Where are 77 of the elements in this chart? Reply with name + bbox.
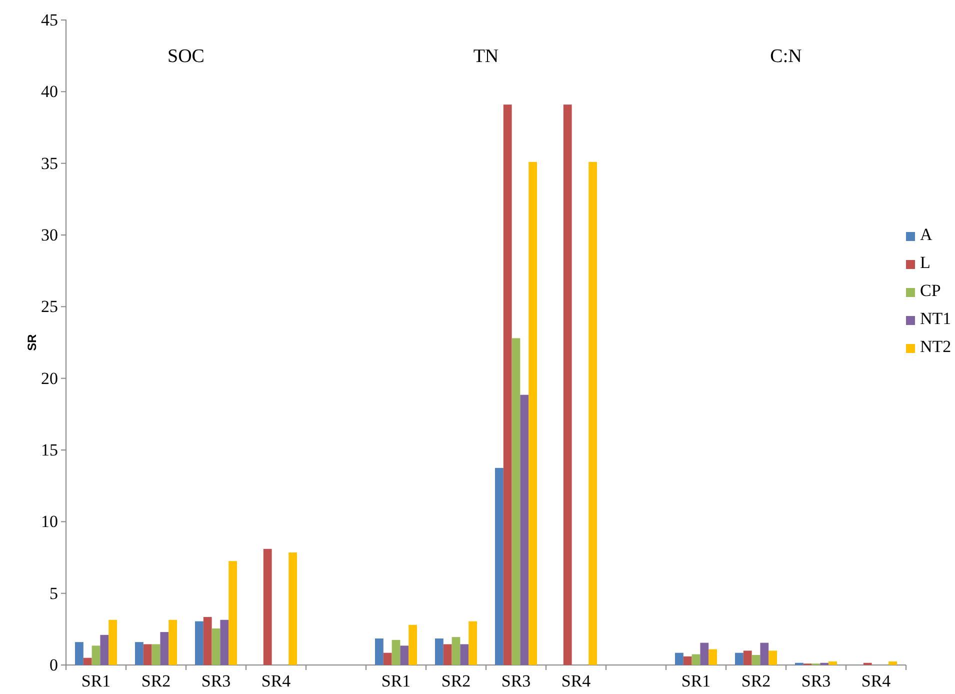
x-tick-label: SR4 [561,672,592,691]
y-tick-label: 25 [41,297,58,316]
x-tick-label: SR1 [381,672,411,691]
bar [220,620,229,665]
bar [203,616,212,665]
x-tick-label: SR3 [501,672,531,691]
bar [675,652,684,665]
bar [92,646,100,665]
bar [828,661,837,665]
bar [408,624,417,665]
bar [520,394,529,665]
bar [75,642,84,665]
y-tick-label: 35 [41,154,58,173]
annotation: C:N [770,46,802,67]
bar [400,646,409,665]
y-tick-label: 45 [41,10,58,30]
bar [495,468,504,665]
bar [288,552,297,665]
bar [588,162,597,665]
y-tick-label: 40 [41,82,58,102]
bar [563,104,572,665]
bar [108,620,117,665]
bar [528,162,537,665]
x-tick-label: SR3 [201,672,231,691]
bar [143,644,152,665]
bar [383,652,392,665]
y-tick-label: 20 [41,368,58,388]
x-tick-label: SR2 [441,672,471,691]
bar [743,650,752,665]
x-tick-label: SR1 [681,672,711,691]
bar [435,638,444,665]
x-tick-label: SR1 [81,672,111,691]
bar [392,640,400,665]
bar [443,644,452,665]
x-tick-label: SR4 [861,672,892,691]
bar [768,650,777,665]
legend-label: NT1 [920,309,952,328]
legend-label: L [920,253,930,272]
bar [195,621,204,665]
y-tick-label: 30 [41,225,58,244]
bar [452,637,460,665]
bar [168,620,177,665]
bar [752,654,760,665]
bar [160,632,169,665]
annotation: TN [473,46,499,67]
y-tick-label: 0 [50,655,58,674]
x-tick-label: SR4 [261,672,292,691]
x-tick-label: SR3 [801,672,831,691]
x-tick-label: SR2 [741,672,771,691]
bar [683,656,692,665]
bar [263,548,272,665]
bar [888,661,897,665]
y-tick-label: 10 [41,512,58,532]
legend-label: NT2 [920,337,952,356]
bar [460,644,469,665]
y-axis-title: SR [25,334,39,351]
bar [692,654,700,665]
bar [700,642,709,665]
y-tick-label: 15 [41,440,58,460]
bar [735,652,744,665]
legend-label: A [920,225,933,244]
bar [83,658,92,665]
bar [100,634,109,665]
y-tick-label: 5 [50,584,58,603]
bar [135,642,144,665]
bar [468,621,477,665]
bar [152,644,160,665]
x-tick-label: SR2 [141,672,171,691]
bar [708,649,717,665]
bar [512,338,520,665]
bar [760,642,769,665]
bar [375,638,384,665]
legend-label: CP [920,281,941,300]
bar [503,104,512,665]
bar [212,628,220,665]
annotation: SOC [168,46,204,67]
bar [228,561,237,665]
